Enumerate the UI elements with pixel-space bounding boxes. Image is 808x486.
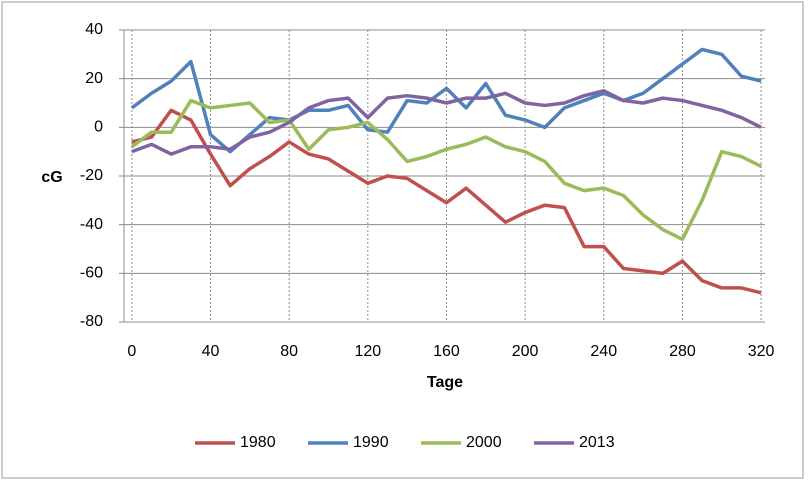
series-line: [131, 108, 762, 295]
x-tick-label: 320: [748, 343, 775, 360]
legend-label: 2000: [466, 434, 502, 451]
series-line: [130, 98, 762, 242]
legend-label: 2013: [579, 434, 615, 451]
chart-border: [1, 1, 804, 479]
x-tick-label: 280: [669, 343, 696, 360]
y-tick-label: 0: [94, 119, 103, 136]
y-tick-label: -80: [80, 313, 103, 330]
legend-label: 1980: [240, 434, 276, 451]
x-tick-label: 0: [127, 343, 136, 360]
x-axis-label: Tage: [427, 374, 463, 391]
x-tick-label: 160: [433, 343, 460, 360]
y-tick-label: -20: [80, 167, 103, 184]
legend-label: 1990: [353, 434, 389, 451]
y-tick-label: 20: [85, 70, 103, 87]
y-tick-label: 40: [85, 21, 103, 38]
x-tick-label: 240: [590, 343, 617, 360]
x-tick-label: 200: [512, 343, 539, 360]
x-tick-label: 40: [202, 343, 220, 360]
x-tick-label: 80: [280, 343, 298, 360]
y-tick-label: -40: [80, 216, 103, 233]
series-line: [131, 89, 762, 156]
x-tick-label: 120: [354, 343, 381, 360]
y-axis-label: cG: [41, 169, 62, 186]
y-tick-label: -60: [80, 265, 103, 282]
